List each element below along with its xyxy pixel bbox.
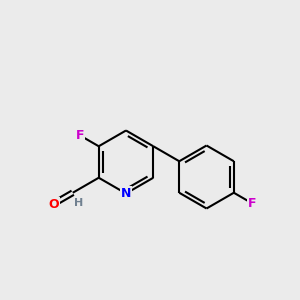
Text: N: N xyxy=(121,187,131,200)
Text: F: F xyxy=(76,129,84,142)
Text: O: O xyxy=(48,197,58,211)
Text: H: H xyxy=(74,198,83,208)
Text: F: F xyxy=(248,197,257,210)
